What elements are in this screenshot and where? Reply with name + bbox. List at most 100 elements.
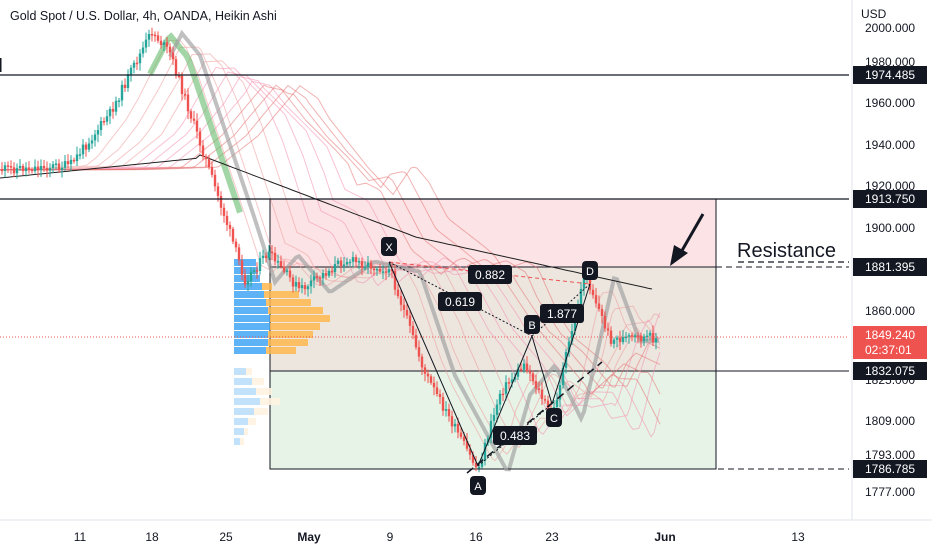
pattern-point-c: C — [550, 413, 558, 425]
candle — [630, 335, 634, 337]
candle — [87, 143, 91, 150]
pattern-leg-xa — [388, 261, 479, 467]
candle — [306, 286, 310, 290]
candle — [27, 167, 31, 170]
candle — [639, 335, 643, 342]
candle — [270, 251, 274, 254]
candle — [570, 330, 574, 342]
level-tag-bg — [853, 190, 927, 208]
level-tag-bg — [853, 66, 927, 84]
price-tick-label: 1980.000 — [865, 55, 915, 69]
volume-profile-bar — [234, 388, 256, 395]
candle — [372, 268, 376, 271]
ma-ribbon-grey — [168, 29, 660, 472]
current-price-label: 1849.240 — [865, 328, 915, 342]
price-tick-label: 1960.000 — [865, 96, 915, 110]
candle — [30, 169, 34, 172]
chart-title: Gold Spot / U.S. Dollar, 4h, OANDA, Heik… — [10, 9, 277, 23]
pattern-point-x: X — [385, 242, 393, 254]
ma-ribbon-line — [0, 46, 661, 455]
candle — [483, 442, 487, 461]
volume-profile-bar — [234, 331, 268, 338]
candle — [417, 347, 421, 357]
candle — [645, 335, 649, 338]
candle — [363, 267, 367, 269]
volume-profile-bar — [268, 339, 308, 346]
volume-profile-bar — [254, 408, 268, 415]
ma-ribbon-green — [147, 32, 243, 214]
time-tick-label: May — [297, 530, 321, 544]
candle — [423, 367, 427, 374]
volume-profile-bar — [268, 307, 323, 314]
candle — [531, 373, 535, 382]
candle — [360, 261, 364, 268]
candle — [159, 40, 163, 45]
ma-ribbon-line — [0, 85, 661, 387]
candle — [207, 159, 211, 168]
pattern-point-b: B — [528, 320, 535, 332]
pattern-point-a: A — [474, 481, 482, 493]
level-tag-2: 1913.750 — [865, 192, 915, 206]
candle — [261, 255, 265, 259]
price-tick-label: 1777.000 — [865, 485, 915, 499]
candle — [654, 338, 658, 343]
resistance-label: Resistance — [737, 240, 836, 262]
arrow-head — [670, 245, 688, 266]
price-tick-label: 1920.000 — [865, 179, 915, 193]
volume-profile-bar — [270, 315, 330, 322]
candle — [267, 251, 271, 259]
candle — [390, 269, 394, 272]
candle — [591, 289, 595, 296]
time-tick-label: Jun — [654, 530, 675, 544]
candle — [102, 121, 106, 123]
candle — [318, 277, 322, 279]
candle — [231, 228, 235, 242]
ratio-label-xd: 0.882 — [475, 268, 505, 282]
candle — [636, 335, 640, 337]
candle — [597, 303, 601, 310]
candle — [312, 276, 316, 281]
slow-moving-average — [0, 154, 653, 290]
candle — [558, 385, 562, 400]
volume-profile-bar — [234, 275, 260, 282]
ratio-label-ac: 0.483 — [500, 429, 530, 443]
pattern-point-d: D — [586, 266, 594, 278]
candle — [123, 84, 127, 89]
candle — [303, 285, 307, 290]
volume-profile-bar — [234, 259, 256, 266]
candle — [315, 276, 319, 278]
candle — [198, 131, 202, 146]
pattern-leg-bc — [531, 335, 553, 405]
candle — [468, 448, 472, 455]
candle — [186, 94, 190, 112]
candle — [516, 368, 520, 377]
candle — [477, 466, 481, 469]
candle — [120, 84, 124, 101]
candle — [594, 295, 598, 304]
candle — [93, 134, 97, 141]
candle — [561, 367, 565, 386]
pattern-point-a-badge — [470, 476, 486, 495]
volume-profile-bar — [256, 388, 272, 395]
pattern-point-c-badge — [546, 408, 562, 427]
candle — [426, 373, 430, 377]
time-tick-label: 9 — [387, 530, 394, 544]
candle — [42, 165, 46, 169]
candle — [399, 296, 403, 305]
candle — [282, 266, 286, 272]
price-tick-label: 2000.000 — [865, 21, 915, 35]
candle — [609, 330, 613, 344]
currency-label: USD — [861, 7, 887, 21]
volume-profile-bar — [234, 267, 258, 274]
candle — [648, 332, 652, 336]
candle — [378, 268, 382, 272]
candle — [222, 207, 226, 216]
ma-ribbon-line — [0, 39, 661, 462]
candle — [144, 39, 148, 48]
candle — [441, 397, 445, 411]
candle — [336, 260, 340, 264]
candle — [633, 335, 637, 337]
candle — [225, 215, 229, 225]
